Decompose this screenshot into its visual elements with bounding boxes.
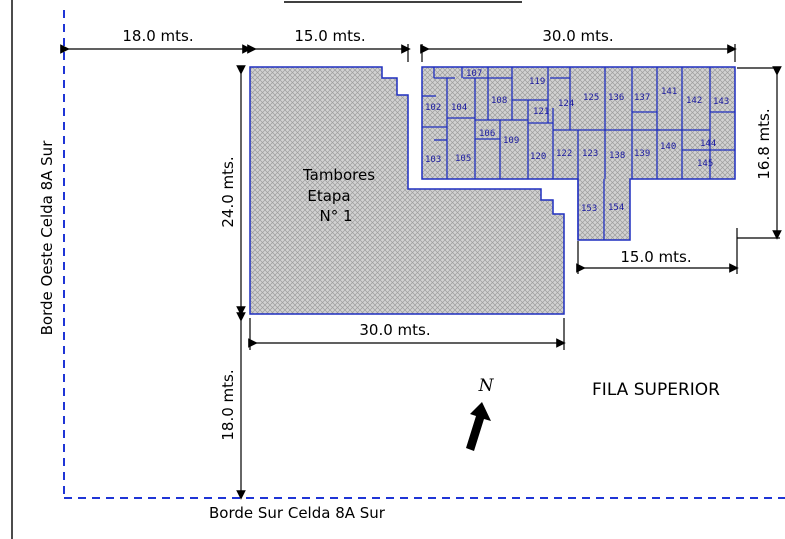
cell-number: 124 [558,99,574,109]
dimension-top-18m: 18.0 mts. [60,27,252,54]
cell-number: 153 [581,204,597,214]
cell-number: 108 [491,96,507,106]
cell-number: 142 [686,96,702,106]
dimension-right-lower-15m: 15.0 mts. [576,228,739,274]
south-border-label: Borde Sur Celda 8A Sur [209,504,386,522]
north-arrow-icon [466,402,491,451]
cell-number: 104 [451,103,467,113]
dimension-left-24m: 24.0 mts. [219,65,246,316]
cell-number: 102 [425,103,441,113]
cell-number: 105 [455,154,471,164]
cell-number: 144 [700,139,716,149]
cell-number: 121 [533,107,549,117]
dimension-bottom-30m: 30.0 mts. [248,318,566,350]
cell-number: 136 [608,93,624,103]
cell-number: 107 [466,69,482,79]
cell-number: 120 [530,152,546,162]
dimension-label: 30.0 mts. [359,321,430,339]
dimension-label: 15.0 mts. [620,248,691,266]
cell-number: 109 [503,136,519,146]
stage-label-line2: Etapa [307,187,350,205]
dimension-label: 18.0 mts. [122,27,193,45]
cell-number: 139 [634,149,650,159]
dimension-bottom-left-18m: 18.0 mts. [219,312,246,500]
cell-number: 103 [425,155,441,165]
cell-number: 138 [609,151,625,161]
cell-number: 141 [661,87,677,97]
row-label: FILA SUPERIOR [592,380,720,400]
cell-number: 154 [608,203,624,213]
west-border-label: Borde Oeste Celda 8A Sur [38,140,56,336]
stage-1-label: Tambores Etapa N° 1 [302,166,375,225]
cell-number: 122 [556,149,572,159]
dimension-label: 18.0 mts. [219,369,237,440]
dimension-top-30m: 30.0 mts. [420,27,737,62]
cell-number: 106 [479,129,495,139]
cell-number: 123 [582,149,598,159]
stage-label-line1: Tambores [302,166,375,184]
cell-number: 140 [660,142,676,152]
north-label: N [478,376,495,396]
cell-number: 143 [713,97,729,107]
north-arrow: N [466,376,495,451]
cell-number: 119 [529,77,545,87]
cell-labels: 107 119 102 104 108 121 124 125 136 137 … [425,69,729,214]
upper-row-cell-divisions [422,67,735,240]
dimension-label: 30.0 mts. [542,27,613,45]
cell-number: 137 [634,93,650,103]
stage-1-drum-area [249,66,565,315]
dimension-label: 24.0 mts. [219,156,237,227]
dimension-label: 16.8 mts. [755,108,773,179]
cell-number: 125 [583,93,599,103]
dimension-right-16-8m: 16.8 mts. [737,66,782,240]
dimension-top-15m: 15.0 mts. [247,27,411,62]
stage-label-line3: N° 1 [319,207,352,225]
cell-number: 145 [697,159,713,169]
dimension-label: 15.0 mts. [294,27,365,45]
